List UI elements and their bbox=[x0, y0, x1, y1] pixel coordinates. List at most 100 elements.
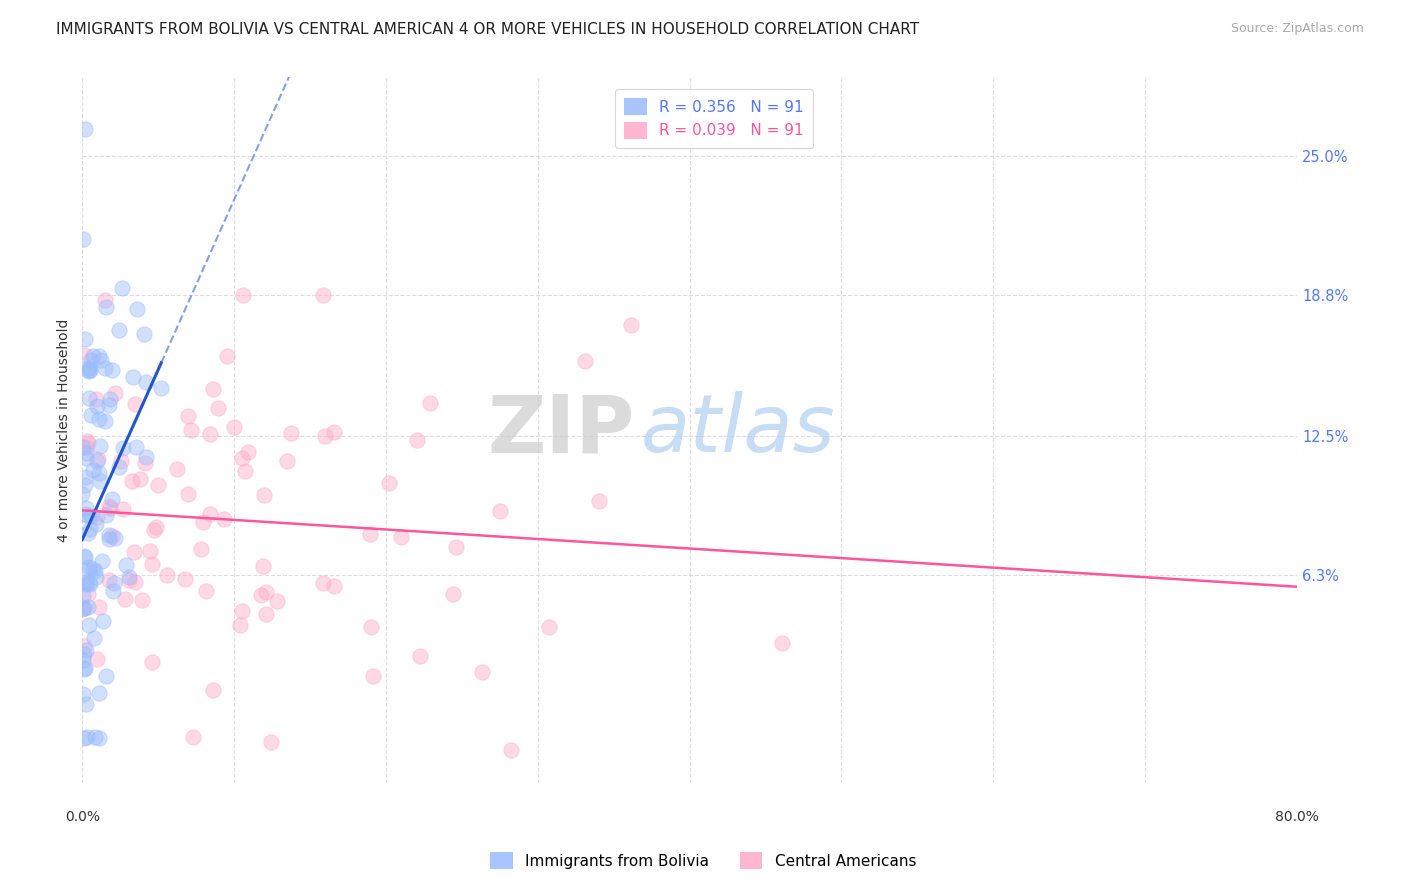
Point bbox=[125, 440, 148, 454]
Point bbox=[101, 529, 124, 543]
Point bbox=[231, 288, 253, 302]
Text: IMMIGRANTS FROM BOLIVIA VS CENTRAL AMERICAN 4 OR MORE VEHICLES IN HOUSEHOLD CORR: IMMIGRANTS FROM BOLIVIA VS CENTRAL AMERI… bbox=[56, 22, 920, 37]
Point bbox=[122, 369, 145, 384]
Point bbox=[198, 426, 221, 441]
Point bbox=[89, 731, 111, 746]
Point bbox=[82, 562, 104, 576]
Point bbox=[145, 520, 167, 534]
Point bbox=[122, 545, 145, 559]
Point bbox=[181, 730, 204, 744]
Point bbox=[79, 522, 101, 536]
Point bbox=[139, 543, 162, 558]
Point bbox=[72, 440, 94, 454]
Point bbox=[207, 401, 229, 416]
Point bbox=[110, 454, 132, 468]
Point bbox=[135, 375, 157, 389]
Point bbox=[87, 599, 110, 614]
Point bbox=[107, 322, 129, 336]
Point bbox=[112, 442, 135, 456]
Point bbox=[112, 502, 135, 516]
Point bbox=[202, 382, 225, 396]
Point bbox=[135, 450, 157, 464]
Point bbox=[322, 579, 344, 593]
Point bbox=[359, 527, 381, 541]
Point bbox=[91, 554, 114, 568]
Legend: R = 0.356   N = 91, R = 0.039   N = 91: R = 0.356 N = 91, R = 0.039 N = 91 bbox=[614, 88, 813, 148]
Point bbox=[101, 362, 124, 376]
Point bbox=[73, 332, 96, 346]
Point bbox=[194, 584, 217, 599]
Point bbox=[83, 631, 105, 645]
Point bbox=[75, 575, 97, 590]
Point bbox=[201, 682, 224, 697]
Point bbox=[75, 643, 97, 657]
Point bbox=[100, 501, 122, 516]
Point bbox=[86, 652, 108, 666]
Point bbox=[79, 576, 101, 591]
Point bbox=[377, 475, 399, 490]
Point bbox=[266, 593, 288, 607]
Point bbox=[77, 364, 100, 378]
Point bbox=[73, 348, 96, 362]
Point bbox=[93, 361, 115, 376]
Point bbox=[441, 587, 464, 601]
Point bbox=[254, 585, 277, 599]
Point bbox=[409, 648, 432, 663]
Point bbox=[101, 583, 124, 598]
Point bbox=[73, 470, 96, 484]
Point bbox=[98, 528, 121, 542]
Point bbox=[97, 500, 120, 514]
Point bbox=[104, 386, 127, 401]
Point bbox=[127, 301, 149, 316]
Point bbox=[77, 576, 100, 591]
Y-axis label: 4 or more Vehicles in Household: 4 or more Vehicles in Household bbox=[58, 318, 72, 542]
Point bbox=[72, 601, 94, 615]
Point bbox=[142, 524, 165, 538]
Point bbox=[104, 531, 127, 545]
Point bbox=[114, 592, 136, 607]
Point bbox=[73, 478, 96, 492]
Point bbox=[620, 318, 643, 332]
Point bbox=[77, 363, 100, 377]
Point bbox=[141, 656, 163, 670]
Point bbox=[77, 392, 100, 406]
Point bbox=[75, 576, 97, 591]
Point bbox=[90, 353, 112, 368]
Legend: Immigrants from Bolivia, Central Americans: Immigrants from Bolivia, Central America… bbox=[484, 846, 922, 875]
Text: 80.0%: 80.0% bbox=[1275, 810, 1319, 824]
Point bbox=[76, 587, 98, 601]
Point bbox=[250, 588, 273, 602]
Point bbox=[574, 353, 596, 368]
Point bbox=[75, 446, 97, 460]
Point bbox=[76, 434, 98, 449]
Point bbox=[94, 293, 117, 308]
Point bbox=[75, 122, 97, 136]
Point bbox=[73, 647, 96, 661]
Point bbox=[75, 697, 97, 711]
Point bbox=[150, 381, 173, 395]
Point bbox=[73, 639, 96, 653]
Point bbox=[75, 440, 97, 454]
Point bbox=[72, 653, 94, 667]
Point bbox=[77, 508, 100, 523]
Point bbox=[770, 636, 793, 650]
Point bbox=[87, 686, 110, 700]
Point bbox=[312, 576, 335, 591]
Point bbox=[190, 541, 212, 556]
Point bbox=[276, 454, 298, 468]
Point bbox=[389, 530, 412, 544]
Point bbox=[79, 560, 101, 574]
Point bbox=[233, 464, 256, 478]
Point bbox=[499, 742, 522, 756]
Point bbox=[254, 607, 277, 621]
Point bbox=[73, 731, 96, 746]
Point bbox=[89, 439, 111, 453]
Point bbox=[77, 618, 100, 632]
Point bbox=[91, 615, 114, 629]
Point bbox=[87, 412, 110, 426]
Text: atlas: atlas bbox=[641, 392, 835, 469]
Point bbox=[79, 360, 101, 375]
Point bbox=[94, 508, 117, 523]
Point bbox=[363, 669, 385, 683]
Point bbox=[83, 730, 105, 744]
